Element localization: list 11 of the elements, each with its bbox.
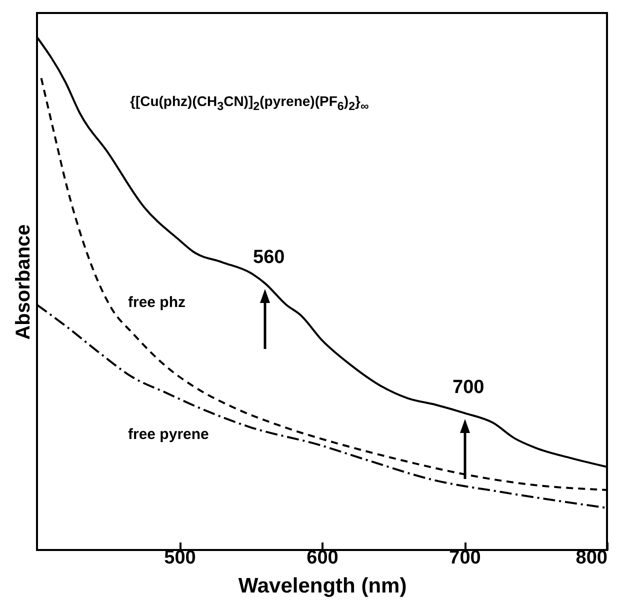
x-tick-label: 700 xyxy=(449,548,481,568)
annotation: 560 xyxy=(253,247,285,270)
x-tick-label: 500 xyxy=(164,548,196,568)
x-tick-label: 600 xyxy=(306,548,338,568)
annotation: 700 xyxy=(452,377,484,400)
series-label: free pyrene xyxy=(128,426,209,443)
x-tick-label: 800 xyxy=(576,548,608,568)
y-axis-title: Absorbance xyxy=(12,224,34,340)
text: {[Cu(phz)(CH$_{3}$CN)]$_{2}$(pyrene)(PF$_{6}$)$_{2}$}$_{∞}$ xyxy=(130,93,369,113)
series-label: free phz xyxy=(128,294,186,311)
x-axis-title: Wavelength (nm) xyxy=(238,574,407,598)
